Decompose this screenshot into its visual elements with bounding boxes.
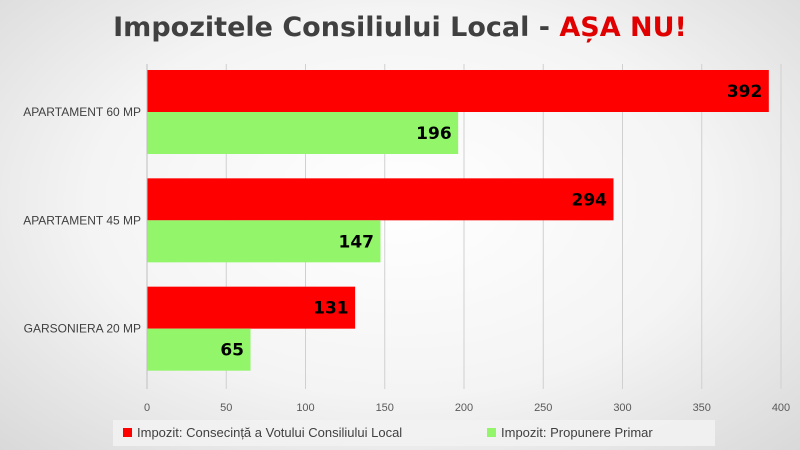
bar-primar xyxy=(147,112,459,154)
data-label: 196 xyxy=(416,124,452,144)
chart-title-group: Impozitele Consiliului Local - AȘA NU! xyxy=(113,12,687,43)
bars xyxy=(147,70,769,371)
bar-consiliu xyxy=(147,286,356,329)
bar-primar xyxy=(147,220,381,263)
legend-entry: Impozit: Propunere Primar xyxy=(501,425,653,440)
x-tick-label: 50 xyxy=(220,402,232,414)
x-tick-label: 250 xyxy=(534,402,552,414)
legend-background xyxy=(113,420,715,446)
x-tick-label: 200 xyxy=(455,402,473,414)
x-tick-label: 400 xyxy=(772,402,790,414)
data-label: 147 xyxy=(338,232,374,252)
x-tick-label: 150 xyxy=(376,402,394,414)
legend: Impozit: Consecință a Votului Consiliulu… xyxy=(113,420,715,446)
category-label: APARTAMENT 60 MP xyxy=(23,105,141,119)
data-label: 294 xyxy=(571,190,607,210)
data-label: 65 xyxy=(220,341,244,361)
data-labels: 392 196 294 147 131 65 xyxy=(220,82,762,361)
legend-swatch xyxy=(123,428,132,437)
chart-title: Impozitele Consiliului Local - AȘA NU! xyxy=(113,12,687,43)
bar-consiliu xyxy=(147,70,769,112)
legend-entry: Impozit: Consecință a Votului Consiliulu… xyxy=(137,425,402,440)
category-label: GARSONIERA 20 MP xyxy=(24,322,141,336)
x-axis-tick-labels: 0 50 100 150 200 250 300 350 400 xyxy=(144,402,790,414)
data-label: 392 xyxy=(727,82,763,102)
bar-primar xyxy=(147,328,251,371)
data-label: 131 xyxy=(313,299,349,319)
legend-swatch xyxy=(487,428,496,437)
category-label: APARTAMENT 45 MP xyxy=(23,213,141,227)
x-tick-label: 0 xyxy=(144,402,150,414)
x-tick-label: 100 xyxy=(296,402,314,414)
x-tick-label: 300 xyxy=(613,402,631,414)
bar-consiliu xyxy=(147,178,614,221)
chart-title-main: Impozitele Consiliului Local - xyxy=(113,12,559,43)
chart-title-emphasis: AȘA NU! xyxy=(559,12,686,43)
category-labels: APARTAMENT 60 MP APARTAMENT 45 MP GARSONIE… xyxy=(23,105,141,336)
x-tick-label: 350 xyxy=(693,402,711,414)
